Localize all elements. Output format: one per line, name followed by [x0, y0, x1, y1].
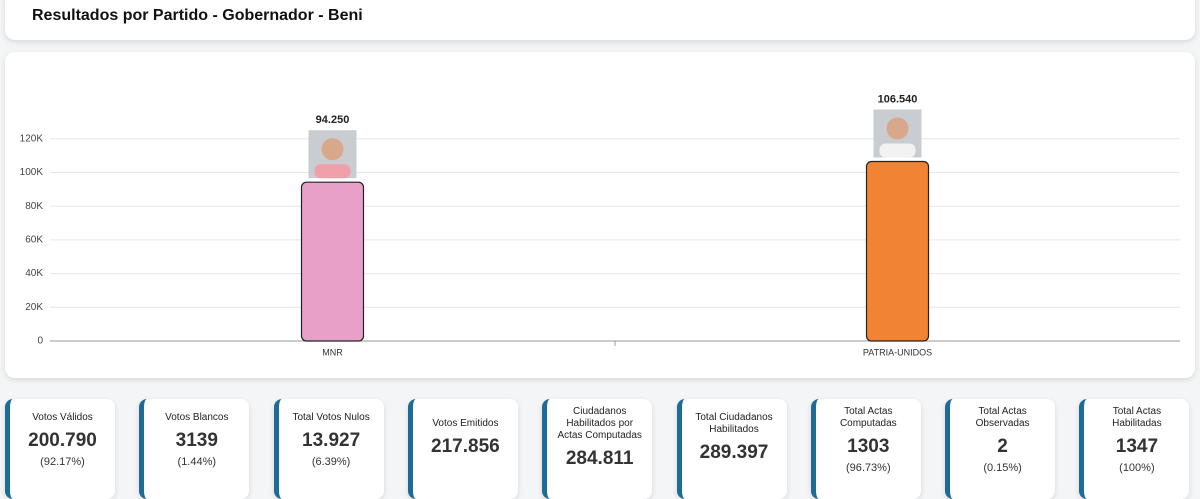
page: Resultados por Partido - Gobernador - Be…: [5, 0, 1195, 499]
card-label: Total Actas Observadas: [975, 406, 1030, 429]
card-label: Total Actas Habilitadas: [1112, 406, 1162, 429]
card-value: 289.397: [699, 442, 769, 463]
stat-card: Ciudadanos Habilitados por Actas Computa…: [542, 399, 653, 499]
stat-card: Total Votos Nulos 13.927 (6.39%): [273, 399, 384, 499]
value-label: 94.250: [316, 114, 350, 126]
card-percent: (1.44%): [177, 456, 217, 468]
bar: [865, 160, 930, 342]
photo-face: [886, 117, 909, 140]
card-value: 284.811: [565, 448, 634, 469]
card-label: Total Actas Computadas: [839, 406, 897, 429]
card-label: Votos Válidos: [32, 412, 93, 423]
stat-card: Total Actas Habilitadas 1347 (100%): [1079, 399, 1190, 499]
card-label: Ciudadanos Habilitados por Actas Computa…: [557, 406, 642, 441]
card-percent: (6.39%): [311, 456, 351, 468]
stat-card: Total Actas Observadas 2 (0.15%): [945, 399, 1056, 499]
card-label: Votos Blancos: [165, 412, 229, 423]
card-value: 13.927: [302, 430, 361, 451]
candidate-photo: [873, 109, 922, 158]
chart-card: [5, 52, 1195, 378]
card-percent: (100%): [1119, 462, 1155, 474]
card-value: 2: [997, 436, 1008, 457]
y-tick-label: 80K: [25, 201, 43, 212]
card-value: 1303: [847, 436, 890, 457]
card-percent: (0.15%): [983, 462, 1022, 474]
photo-face: [321, 138, 344, 161]
chart: 0 20K 40K 60K 80K 100K 120K MNR 94.250 PATRIA-UNI…: [20, 93, 1180, 357]
candidate-photo: [308, 130, 357, 179]
y-tick-label: 120K: [20, 133, 44, 144]
x-tick-label: PATRIA-UNIDOS: [863, 347, 932, 357]
title-card: Resultados por Partido - Gobernador - Be…: [5, 0, 1195, 40]
x-tick-label: MNR: [322, 347, 343, 357]
card-value: 1347: [1115, 436, 1159, 457]
stat-card: Votos Blancos 3139 (1.44%): [139, 399, 250, 499]
card-percent: (96.73%): [845, 462, 891, 474]
y-tick-label: 20K: [25, 302, 43, 313]
value-label: 106.540: [878, 93, 918, 105]
card-percent: (92.17%): [40, 456, 85, 468]
card-value: 3139: [175, 430, 218, 451]
y-tick-label: 0: [37, 336, 43, 347]
stat-card: Votos Válidos 200.790 (92.17%): [5, 399, 115, 499]
card-value: 217.856: [431, 436, 500, 457]
photo-body: [314, 164, 351, 179]
card-label: Votos Emitidos: [432, 418, 499, 429]
y-tick-label: 60K: [25, 235, 43, 246]
stat-card: Total Actas Computadas 1303 (96.73%): [810, 399, 921, 499]
y-tick-label: 100K: [20, 167, 44, 178]
photo-body: [879, 143, 916, 158]
card-value: 200.790: [28, 430, 97, 451]
y-tick-label: 40K: [25, 268, 43, 279]
card-label: Total Votos Nulos: [292, 412, 370, 423]
stat-card: Votos Emitidos 217.856: [407, 399, 518, 499]
page-title: Resultados por Partido - Gobernador - Be…: [32, 7, 363, 24]
stat-card: Total Ciudadanos Habilitados 289.397: [676, 399, 787, 499]
bar: [300, 181, 365, 342]
card-label: Total Ciudadanos Habilitados: [695, 412, 773, 435]
